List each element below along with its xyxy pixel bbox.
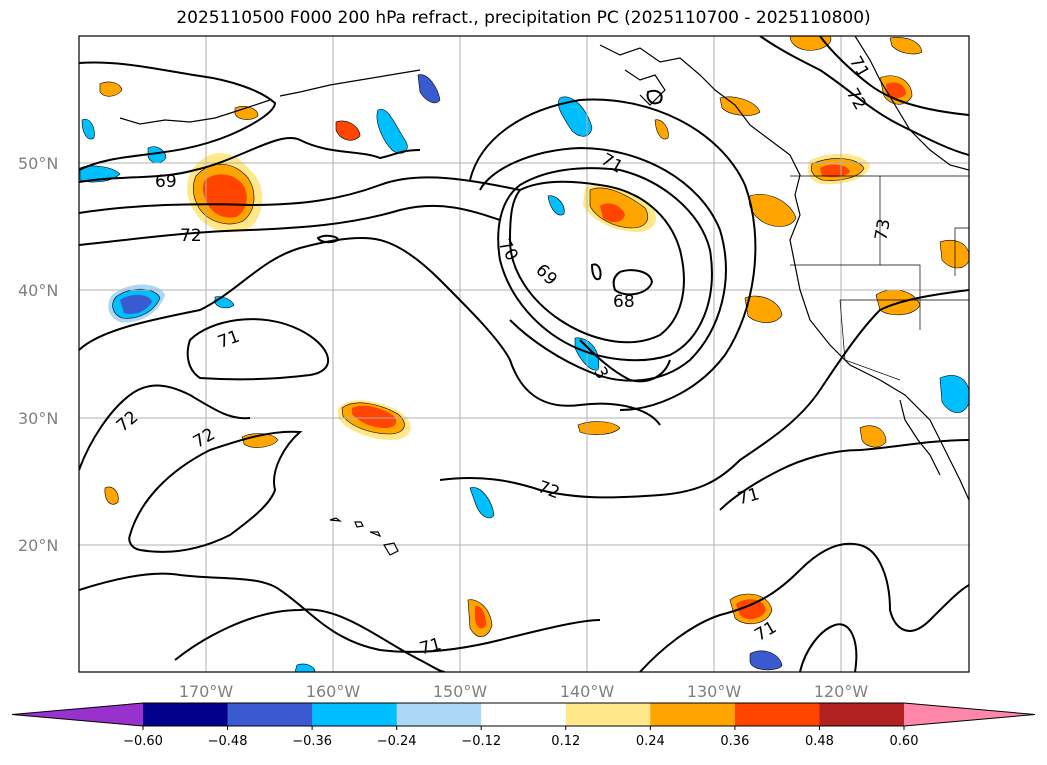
contour-small-a [646, 89, 663, 105]
precip-blob [889, 37, 923, 55]
precip-blob [352, 405, 397, 428]
contour-72-ring [469, 98, 757, 411]
contour-71-g [639, 542, 969, 672]
contour-72-top [759, 36, 969, 156]
contour-69-center [508, 180, 685, 344]
contour-71-h [799, 623, 858, 672]
precip-blob [736, 599, 766, 620]
contour-70 [497, 167, 713, 362]
precip-blob [654, 119, 669, 140]
lon-label: 170°W [179, 682, 234, 701]
precip-blob [202, 174, 247, 218]
contour-71-top [819, 36, 969, 116]
colorbar-segment [481, 703, 567, 726]
colorbar-segment [565, 703, 651, 726]
borders [790, 175, 969, 381]
precip-blob [81, 118, 95, 140]
coastlines [119, 36, 969, 501]
colorbar-segment [227, 703, 313, 726]
contour-71-f [719, 439, 969, 511]
contour-label: 72 [180, 226, 202, 246]
contour-label: 73 [871, 217, 894, 242]
precip-blob [939, 239, 969, 269]
lon-label: 160°W [306, 682, 361, 701]
lat-label: 50°N [18, 154, 58, 173]
precip-blob [104, 486, 119, 505]
hawaii-islands [329, 517, 399, 556]
colorbar-tick-label: 0.36 [720, 734, 749, 749]
colorbar-tick-label: 0.12 [551, 734, 580, 749]
lat-label: 40°N [18, 281, 58, 300]
precip-blob [749, 194, 797, 227]
contour-69-small [612, 269, 654, 296]
contour-71-c [79, 384, 251, 471]
lon-label: 130°W [687, 682, 742, 701]
contour-lines [79, 36, 969, 672]
colorbar-extend-high [904, 703, 1035, 726]
precip-blob [99, 81, 123, 97]
colorbar-segment [650, 703, 736, 726]
precip-blob [744, 295, 783, 323]
colorbar-tick-label: −0.24 [377, 734, 417, 749]
precip-blob [886, 82, 906, 99]
map-title: 2025110500 F000 200 hPa refract., precip… [176, 8, 871, 28]
precip-blob [939, 375, 969, 413]
colorbar-tick-label: 0.60 [890, 734, 919, 749]
contour-label: 68 [613, 292, 635, 312]
colorbar-extend-low [12, 703, 143, 726]
lat-label: 20°N [18, 536, 58, 555]
contour-label: 69 [155, 172, 177, 192]
precip-blob [469, 487, 495, 519]
colorbar-segment [396, 703, 482, 726]
precip-blob [475, 605, 486, 629]
contour-71-a [79, 176, 521, 214]
contour-73 [579, 339, 671, 383]
contour-small-b [316, 234, 340, 244]
colorbar-segment [312, 703, 398, 726]
contour-72-c [79, 237, 661, 426]
precip-blob [335, 120, 361, 141]
colorbar: −0.60 −0.48 −0.36 −0.24 −0.12 0.12 0.24 0.36 0.4… [11, 702, 1036, 749]
contour-70-small [590, 263, 602, 281]
precip-blob [417, 74, 441, 104]
lon-label: 120°W [814, 682, 869, 701]
colorbar-tick-label: −0.36 [292, 734, 332, 749]
latitude-labels: 50°N 40°N 30°N 20°N [18, 154, 58, 555]
contour-72-e [439, 289, 969, 499]
contour-71-ring [479, 146, 727, 382]
colorbar-segment [734, 703, 820, 726]
longitude-labels: 170°W 160°W 150°W 140°W 130°W 120°W [179, 682, 869, 701]
contour-71-d [79, 572, 601, 653]
colorbar-tick-label: −0.12 [461, 734, 501, 749]
plot-area [79, 36, 969, 672]
precip-blob [859, 425, 887, 448]
contour-69-b [79, 137, 421, 183]
precip-blob [749, 650, 783, 671]
precip-blob [558, 96, 593, 137]
colorbar-tick-label: −0.60 [123, 734, 163, 749]
contour-71-e [174, 608, 446, 672]
precip-blob [600, 203, 625, 223]
precip-blob [147, 146, 167, 164]
precip-blob [820, 164, 850, 178]
plot-frame [78, 35, 970, 673]
precip-blob [294, 663, 316, 672]
lon-label: 150°W [433, 682, 488, 701]
colorbar-segment [143, 703, 229, 726]
precip-blob [789, 36, 832, 51]
contour-72-b [79, 204, 501, 246]
colorbar-segment [819, 703, 905, 726]
colorbar-tick-label: 0.48 [805, 734, 834, 749]
contour-72-d [128, 430, 303, 553]
colorbar-tick-label: 0.24 [636, 734, 665, 749]
lon-label: 140°W [560, 682, 615, 701]
contour-71-blob [186, 318, 330, 381]
lat-label: 30°N [18, 409, 58, 428]
contour-69 [79, 61, 277, 171]
precip-blob [120, 294, 152, 314]
precip-blob [547, 195, 565, 216]
colorbar-tick-label: −0.48 [208, 734, 248, 749]
